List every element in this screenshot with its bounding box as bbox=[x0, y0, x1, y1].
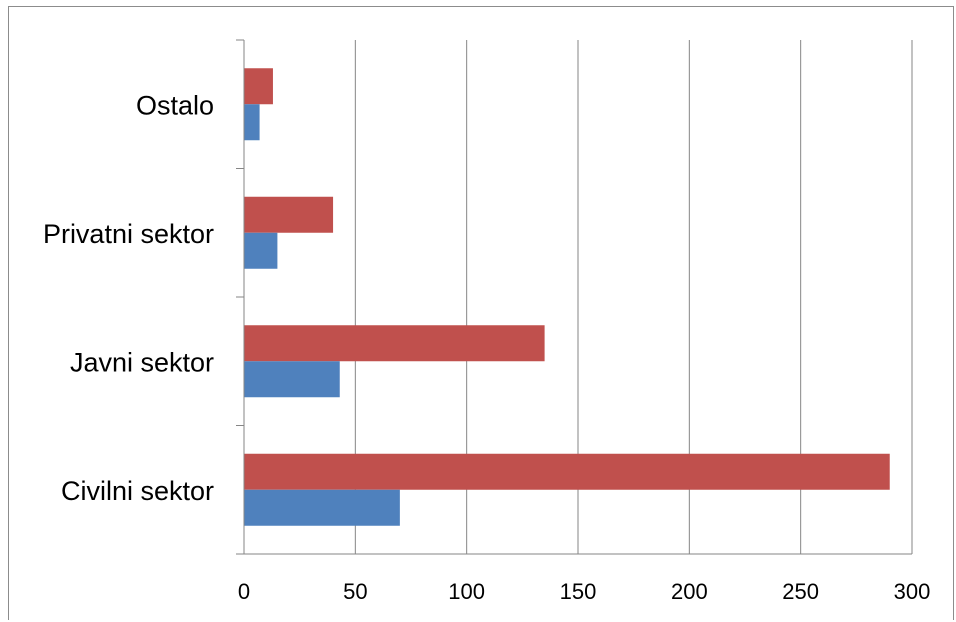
x-tick-label-300: 300 bbox=[894, 579, 931, 604]
bar-1-0 bbox=[244, 104, 260, 141]
category-label-1: Privatni sektor bbox=[43, 219, 214, 249]
bar-1-1 bbox=[244, 232, 278, 269]
x-tick-label-50: 50 bbox=[343, 579, 367, 604]
bar-0-1 bbox=[244, 196, 334, 233]
gridlines bbox=[354, 40, 913, 554]
category-label-2: Javni sektor bbox=[70, 347, 214, 377]
bar-0-0 bbox=[244, 68, 273, 105]
axes bbox=[236, 39, 912, 555]
bars bbox=[244, 68, 890, 526]
labels: 0 50 100 150 200 250 300 Ostalo Privatni sektor J… bbox=[43, 90, 930, 604]
x-tick-label-150: 150 bbox=[560, 579, 597, 604]
x-tick-label-0: 0 bbox=[238, 579, 250, 604]
bar-1-3 bbox=[244, 489, 400, 526]
category-label-0: Ostalo bbox=[136, 90, 214, 120]
bar-0-3 bbox=[244, 453, 890, 490]
chart-frame bbox=[8, 6, 954, 620]
bar-1-2 bbox=[244, 361, 340, 398]
x-tick-label-250: 250 bbox=[782, 579, 819, 604]
bar-0-2 bbox=[244, 325, 545, 362]
category-label-3: Civilni sektor bbox=[61, 476, 214, 506]
x-tick-label-100: 100 bbox=[448, 579, 485, 604]
x-tick-label-200: 200 bbox=[671, 579, 708, 604]
